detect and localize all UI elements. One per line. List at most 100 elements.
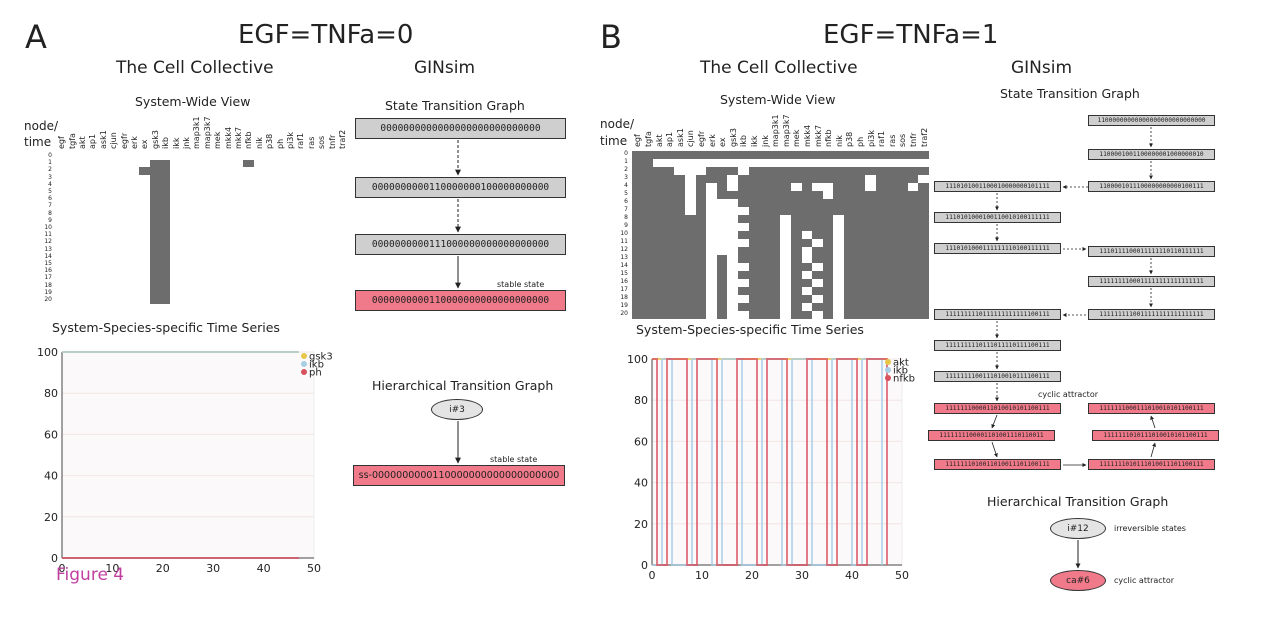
heatmap-b-cell (897, 151, 908, 159)
stg-b-cycle-state: 1111111100001101001110110011 (928, 430, 1055, 441)
heatmap-b-cell (748, 239, 760, 247)
heatmap-b-cell (642, 231, 654, 239)
heatmap-b-cell (748, 199, 760, 207)
heatmap-b-cell (918, 247, 929, 255)
heatmap-b-time-label: 16 (620, 278, 628, 285)
heatmap-b-cell (875, 279, 887, 287)
heatmap-b-cell (918, 263, 929, 271)
heatmap-a-cell (160, 232, 171, 240)
heatmap-a-cell (149, 210, 160, 218)
heatmap-b-cell (642, 303, 654, 311)
heatmap-b-cell (812, 255, 823, 263)
heatmap-b-cell (844, 295, 855, 303)
heatmap-a-cell (243, 160, 254, 168)
heatmap-b-cell (695, 175, 707, 183)
heatmap-b-cell (663, 167, 675, 175)
heatmap-b-cell (769, 271, 781, 279)
heatmap-b-cell (642, 159, 654, 167)
heatmap-b-cell (907, 167, 919, 175)
heatmap-b-cell (918, 295, 929, 303)
heatmap-b-cell (780, 207, 791, 215)
heatmap-b-time-label: 3 (624, 174, 628, 181)
heatmap-b-time-label: 11 (620, 238, 628, 245)
heatmap-b-cell (769, 151, 781, 159)
stg-b-cycle-state: 1111111010111010011101100111 (1088, 459, 1215, 470)
heatmap-b-cell (875, 303, 887, 311)
stg-b-cycle-state: 1111111010011010011101100111 (934, 459, 1061, 470)
heatmap-b-cell (748, 247, 760, 255)
heatmap-b-cell (653, 207, 664, 215)
panel-b-stg-title: State Transition Graph (1000, 86, 1140, 101)
heatmap-b-cell (780, 167, 791, 175)
chart-b-x-tick: 50 (895, 569, 909, 582)
heatmap-b-cell (875, 151, 887, 159)
heatmap-b-cell (854, 151, 866, 159)
heatmap-b-cell (674, 271, 685, 279)
heatmap-b-cell (865, 239, 876, 247)
heatmap-b-cell (780, 199, 791, 207)
heatmap-b-cell (844, 231, 855, 239)
heatmap-b-cell (844, 239, 855, 247)
chart-b-legend-label: akt (893, 358, 909, 369)
heatmap-b-cell (897, 207, 908, 215)
heatmap-b-cell (791, 263, 802, 271)
heatmap-a-cell (149, 196, 160, 204)
heatmap-b-cell (769, 231, 781, 239)
heatmap-b-cell (854, 255, 866, 263)
chart-b-series-nfkb (652, 358, 888, 566)
heatmap-b-cell (716, 167, 728, 175)
heatmap-b-cell (822, 151, 834, 159)
heatmap-b-cell (674, 231, 685, 239)
heatmap-b-time-label: 17 (620, 286, 628, 293)
heatmap-b-cell (642, 167, 654, 175)
heatmap-b-cell (642, 183, 654, 191)
panel-b-ginsim-title: GINsim (1011, 58, 1073, 78)
chart-a-y-tick: 40 (44, 470, 58, 483)
heatmap-b-cell (685, 311, 696, 319)
heatmap-a-cell (160, 167, 171, 175)
heatmap-b-cell (632, 175, 643, 183)
heatmap-b-cell (822, 287, 834, 295)
heatmap-b-cell (642, 255, 654, 263)
chart-a-legend-label: gsk3 (309, 352, 333, 363)
heatmap-b-cell (653, 167, 664, 175)
heatmap-b-cell (716, 191, 728, 199)
heatmap-b-cell (695, 271, 707, 279)
heatmap-b-cell (642, 287, 654, 295)
heatmap-b-cell (748, 271, 760, 279)
heatmap-b-cell (759, 255, 770, 263)
heatmap-a-time-label: 16 (44, 267, 52, 275)
heatmap-b-cell (865, 295, 876, 303)
heatmap-b-cell (738, 271, 749, 279)
heatmap-b-cell (822, 231, 834, 239)
heatmap-b-cell (844, 263, 855, 271)
heatmap-a-cell (160, 203, 171, 211)
heatmap-b-cell (642, 239, 654, 247)
heatmap-b-cell (886, 183, 897, 191)
heatmap-b-cell (769, 247, 781, 255)
heatmap-b-cell (865, 199, 876, 207)
heatmap-b-cell (897, 255, 908, 263)
heatmap-b-cell (844, 199, 855, 207)
heatmap-b-cell (854, 239, 866, 247)
heatmap-b-time-label: 15 (620, 270, 628, 277)
heatmap-b-cell (801, 279, 813, 287)
heatmap-a-cell (149, 203, 160, 211)
heatmap-b-cell (642, 263, 654, 271)
heatmap-b-cell (685, 239, 696, 247)
heatmap-b-cell (854, 303, 866, 311)
heatmap-b-cell (674, 263, 685, 271)
heatmap-b-cell (801, 207, 813, 215)
heatmap-b-cell (897, 175, 908, 183)
chart-a-x-tick: 30 (206, 562, 220, 575)
heatmap-b-cell (897, 215, 908, 223)
heatmap-b-cell (769, 191, 781, 199)
heatmap-b-cell (769, 223, 781, 231)
heatmap-b-cell (822, 295, 834, 303)
heatmap-b-cell (642, 247, 654, 255)
heatmap-b-cell (780, 175, 791, 183)
heatmap-b-cell (865, 223, 876, 231)
heatmap-b-cell (759, 151, 770, 159)
heatmap-b-cell (844, 207, 855, 215)
stg-b-left-state: 1110101000100110010100111111 (934, 212, 1061, 223)
